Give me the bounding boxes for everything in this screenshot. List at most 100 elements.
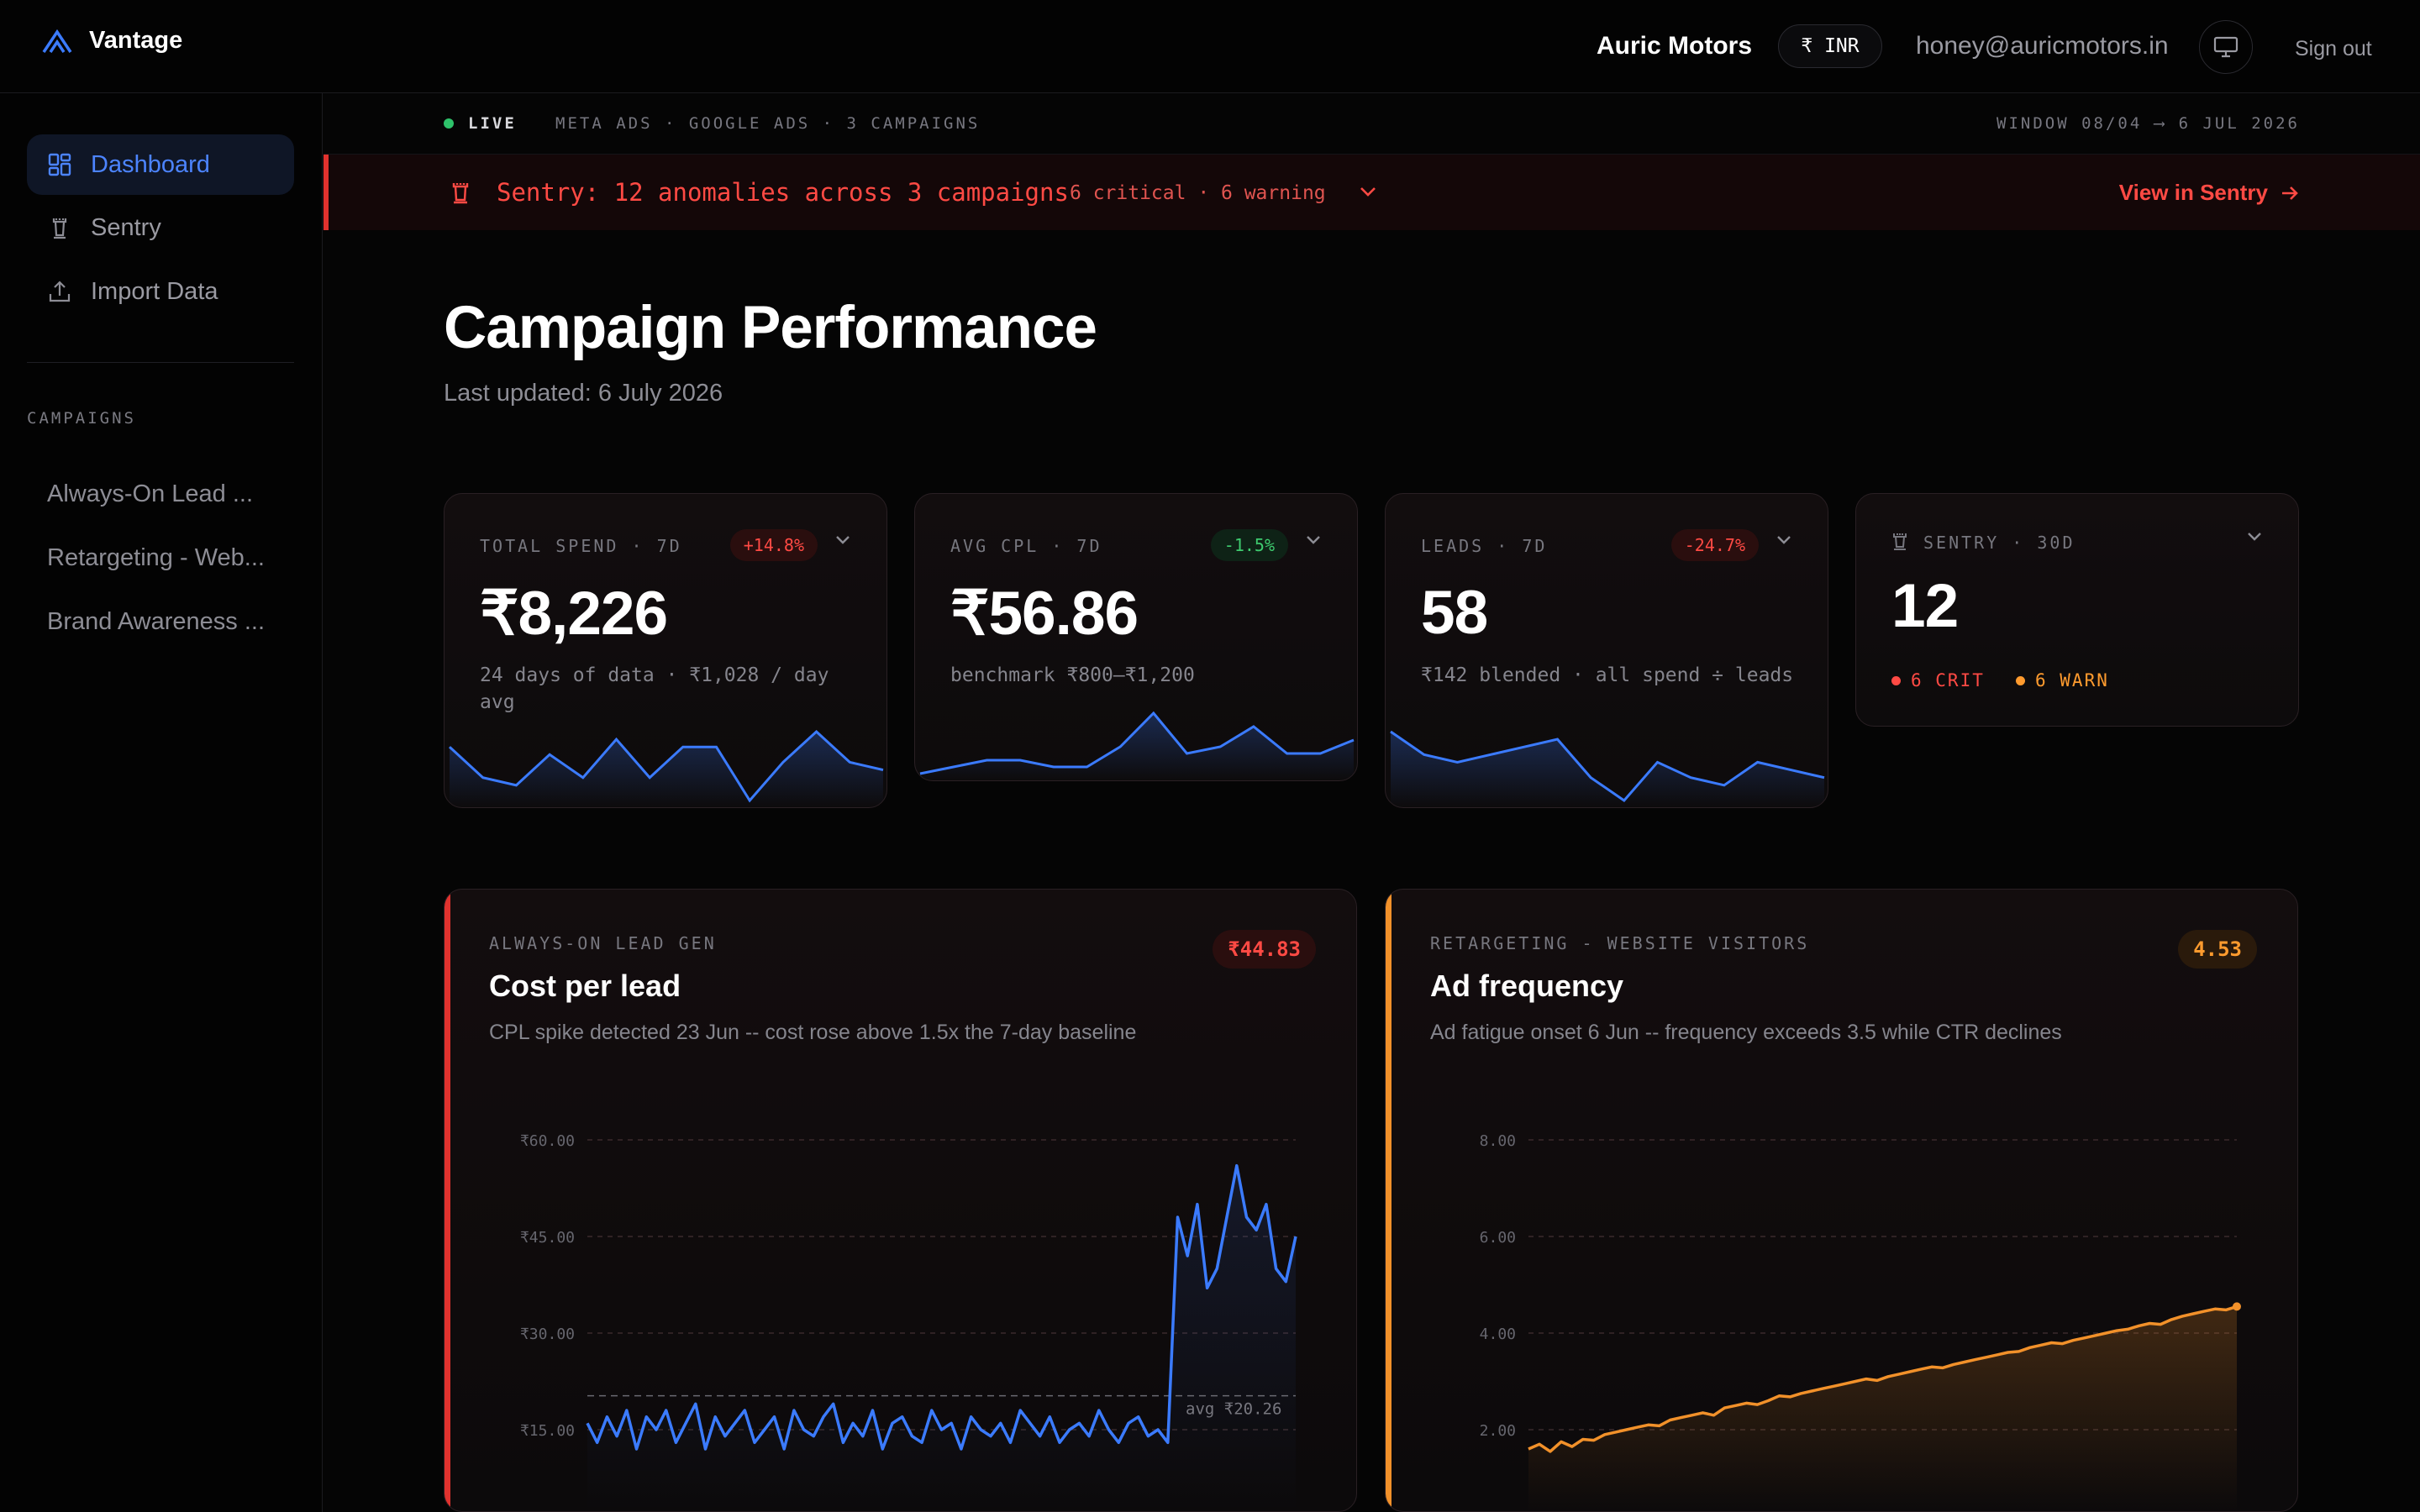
panel-title: Cost per lead: [489, 969, 681, 1003]
app-logo[interactable]: Vantage: [42, 27, 182, 55]
y-tick-label: ₹45.00: [520, 1229, 575, 1247]
sidebar-item-import-data[interactable]: Import Data: [27, 261, 294, 322]
y-tick-label: 2.00: [1480, 1422, 1516, 1440]
chevron-down-icon[interactable]: [2246, 531, 2263, 543]
card-value: 58: [1421, 579, 1488, 647]
campaigns-heading: CAMPAIGNS: [27, 409, 136, 428]
chevron-down-icon[interactable]: [1305, 534, 1322, 546]
chevron-down-icon[interactable]: [1776, 534, 1792, 546]
app-name: Vantage: [89, 27, 183, 54]
dashboard-icon: [48, 153, 71, 176]
warning-count: 6 WARN: [2016, 670, 2109, 690]
sentry-alert-banner: Sentry: 12 anomalies across 3 campaigns …: [324, 155, 2420, 230]
card-subtext: benchmark ₹800–₹1,200: [950, 664, 1195, 686]
y-tick-label: 4.00: [1480, 1326, 1516, 1343]
critical-label: 6 CRIT: [1911, 670, 1985, 690]
org-name: Auric Motors: [1597, 32, 1753, 60]
y-tick-label: ₹15.00: [520, 1422, 575, 1440]
panel-cost-per-lead: ALWAYS-ON LEAD GEN ₹44.83 Cost per lead …: [444, 889, 1357, 1512]
panel-value-badge: ₹44.83: [1213, 930, 1316, 969]
sidebar-item-dashboard[interactable]: Dashboard: [27, 134, 294, 195]
panel-campaign-label: ALWAYS-ON LEAD GEN: [489, 933, 717, 953]
sparkline-line: [919, 711, 1355, 775]
card-subtext: ₹142 blended · all spend ÷ leads: [1421, 664, 1794, 686]
tower-icon: [1893, 533, 1907, 550]
panel-accent-bar: [445, 890, 450, 1511]
kpi-card-leads[interactable]: LEADS · 7D -24.7% 58 ₹142 blended · all …: [1385, 493, 1828, 808]
change-badge: +14.8%: [729, 529, 818, 561]
sparkline-area: [450, 732, 883, 807]
live-indicator-dot: [444, 118, 454, 129]
chevron-down-icon[interactable]: [834, 534, 851, 546]
page-title: Campaign Performance: [444, 295, 1097, 361]
sidebar-campaign-item[interactable]: Brand Awareness ...: [47, 608, 266, 635]
series-line: [586, 1163, 1297, 1451]
sidebar-item-sentry[interactable]: Sentry: [27, 197, 294, 258]
y-tick-label: ₹60.00: [520, 1132, 575, 1150]
series-area: [1528, 1306, 2237, 1511]
y-tick-label: 6.00: [1480, 1229, 1516, 1247]
card-label: AVG CPL · 7D: [950, 536, 1102, 556]
card-label: LEADS · 7D: [1421, 536, 1548, 556]
monitor-icon: [2213, 36, 2238, 58]
card-subtext: 24 days of data · ₹1,028 / day avg: [480, 664, 829, 713]
display-button[interactable]: [2199, 20, 2253, 74]
critical-dot: [1891, 675, 1901, 685]
sidebar-item-label: Import Data: [91, 277, 218, 305]
card-value: ₹56.86: [950, 580, 1139, 648]
card-label: SENTRY · 30D: [1923, 533, 2075, 553]
kpi-card-total-spend[interactable]: TOTAL SPEND · 7D +14.8% ₹8,226 24 days o…: [444, 493, 887, 808]
panel-accent-bar: [1386, 890, 1392, 1511]
panel-ad-frequency: RETARGETING - WEBSITE VISITORS 4.53 Ad f…: [1385, 889, 2298, 1512]
sign-out-link[interactable]: Sign out: [2295, 37, 2372, 60]
sidebar-campaign-item[interactable]: Always-On Lead ...: [47, 480, 253, 507]
sidebar-campaign-item[interactable]: Retargeting - Web...: [47, 544, 265, 571]
frequency-area-chart: 8.00 6.00 4.00 2.00: [1480, 1132, 2241, 1511]
sparkline-area: [1391, 732, 1824, 807]
sparkline-area: [920, 713, 1354, 780]
tower-icon: [452, 183, 469, 204]
y-tick-label: 8.00: [1480, 1132, 1516, 1150]
panel-title: Ad frequency: [1430, 969, 1624, 1003]
tower-icon: [52, 218, 67, 239]
chevron-down-icon[interactable]: [1359, 185, 1377, 198]
sidebar-item-label: Dashboard: [91, 150, 210, 178]
view-in-sentry-link[interactable]: View in Sentry: [2119, 180, 2300, 206]
sidebar-divider: [27, 362, 294, 363]
last-point: [2233, 1302, 2241, 1311]
cpl-line-chart: ₹60.00 ₹45.00 ₹30.00 ₹15.00 avg ₹20.26: [520, 1132, 1297, 1511]
arrow-right-icon: [2282, 186, 2298, 200]
warning-label: 6 WARN: [2035, 670, 2109, 690]
series-line: [1528, 1305, 2238, 1453]
sparkline: [448, 729, 884, 807]
panel-subtitle: Ad fatigue onset 6 Jun -- frequency exce…: [1430, 1021, 2062, 1044]
warning-dot: [2016, 675, 2025, 685]
status-bar: LIVE META ADS · GOOGLE ADS · 3 CAMPAIGNS…: [324, 93, 2420, 155]
change-badge: -24.7%: [1670, 529, 1759, 561]
date-window[interactable]: WINDOW 08/04 ⟶ 6 JUL 2026: [1996, 114, 2300, 133]
currency-toggle[interactable]: ₹ INR: [1778, 24, 1882, 68]
kpi-card-sentry[interactable]: SENTRY · 30D 12 6 CRIT 6 WARN: [1855, 493, 2299, 727]
view-in-sentry-label: View in Sentry: [2118, 180, 2268, 205]
upload-icon: [49, 281, 71, 302]
card-value: ₹8,226: [480, 580, 668, 648]
live-label: LIVE: [468, 114, 517, 133]
user-email: honey@auricmotors.in: [1916, 32, 2169, 60]
vantage-logo-icon: [42, 29, 72, 53]
panel-subtitle: CPL spike detected 23 Jun -- cost rose a…: [489, 1021, 1137, 1044]
average-label: avg ₹20.26: [1186, 1400, 1281, 1419]
data-sources: META ADS · GOOGLE ADS · 3 CAMPAIGNS: [555, 114, 981, 133]
panel-value-badge: 4.53: [2178, 930, 2257, 969]
last-updated: Last updated: 6 July 2026: [444, 380, 723, 407]
change-badge: -1.5%: [1210, 529, 1288, 561]
sparkline: [919, 711, 1355, 780]
kpi-card-avg-cpl[interactable]: AVG CPL · 7D -1.5% ₹56.86 benchmark ₹800…: [914, 493, 1358, 781]
panel-campaign-label: RETARGETING - WEBSITE VISITORS: [1430, 933, 1810, 953]
card-label: TOTAL SPEND · 7D: [480, 536, 682, 556]
sidebar-item-label: Sentry: [91, 213, 161, 241]
sidebar: Dashboard Sentry Import Data CAMPAIGNS A…: [0, 93, 323, 1512]
series-area: [587, 1165, 1296, 1511]
sparkline: [1390, 730, 1825, 807]
top-bar: Vantage Auric Motors ₹ INR honey@auricmo…: [0, 0, 2420, 93]
alert-counts: 6 critical · 6 warning: [1070, 182, 1326, 204]
